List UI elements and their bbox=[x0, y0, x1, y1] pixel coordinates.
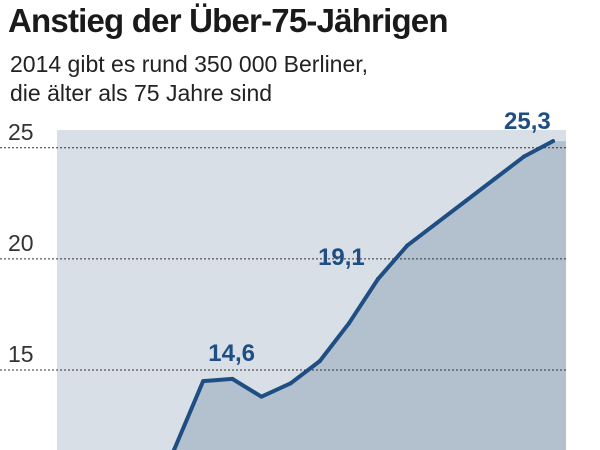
subtitle-line-1: 2014 gibt es rund 350 000 Berliner, bbox=[10, 51, 369, 77]
data-point-12 bbox=[521, 154, 526, 159]
data-point-10 bbox=[463, 199, 468, 204]
data-point-8 bbox=[405, 243, 410, 248]
y-tick-label-20: 20 bbox=[8, 230, 34, 256]
y-tick-label-25: 25 bbox=[8, 119, 34, 145]
subtitle-line-2: die älter als 75 Jahre sind bbox=[10, 80, 273, 106]
data-point-3 bbox=[259, 394, 264, 399]
data-point-2 bbox=[230, 376, 235, 381]
chart-title: Anstieg der Über-75-Jährigen bbox=[8, 2, 449, 39]
data-label-7: 19,1 bbox=[318, 244, 365, 271]
data-label-13: 25,3 bbox=[504, 108, 551, 135]
data-point-7 bbox=[376, 276, 381, 281]
data-point-6 bbox=[346, 321, 351, 326]
data-point-5 bbox=[317, 359, 322, 364]
data-point-9 bbox=[434, 221, 439, 226]
data-point-13 bbox=[551, 139, 555, 144]
data-point-11 bbox=[492, 176, 497, 181]
data-point-4 bbox=[288, 381, 293, 386]
chart-subtitle: 2014 gibt es rund 350 000 Berliner, die … bbox=[10, 50, 368, 108]
y-tick-label-15: 15 bbox=[8, 341, 34, 367]
data-label-2: 14,6 bbox=[208, 340, 255, 367]
series-line bbox=[172, 139, 555, 450]
area-fill bbox=[174, 141, 566, 450]
data-point-1 bbox=[201, 379, 206, 384]
